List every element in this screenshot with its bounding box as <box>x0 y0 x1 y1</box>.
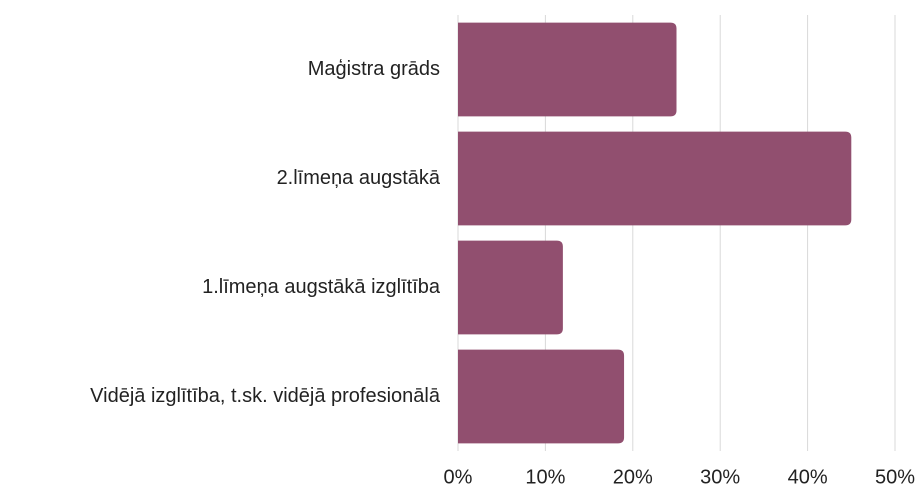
y-tick-label: 2.līmeņa augstākā <box>277 167 441 189</box>
x-tick-label: 0% <box>444 466 473 488</box>
bar <box>458 349 625 444</box>
bar <box>458 240 563 335</box>
y-tick-label: 1.līmeņa augstākā izglītība <box>202 276 441 298</box>
y-tick-label: Maģistra grāds <box>308 58 440 80</box>
bar <box>458 22 677 117</box>
bar <box>458 131 852 226</box>
x-tick-label: 10% <box>525 466 565 488</box>
x-tick-label: 40% <box>788 466 828 488</box>
y-tick-label: Vidējā izglītība, t.sk. vidējā profesion… <box>90 385 441 407</box>
x-tick-label: 30% <box>700 466 740 488</box>
x-tick-label: 50% <box>875 466 915 488</box>
x-tick-label: 20% <box>613 466 653 488</box>
